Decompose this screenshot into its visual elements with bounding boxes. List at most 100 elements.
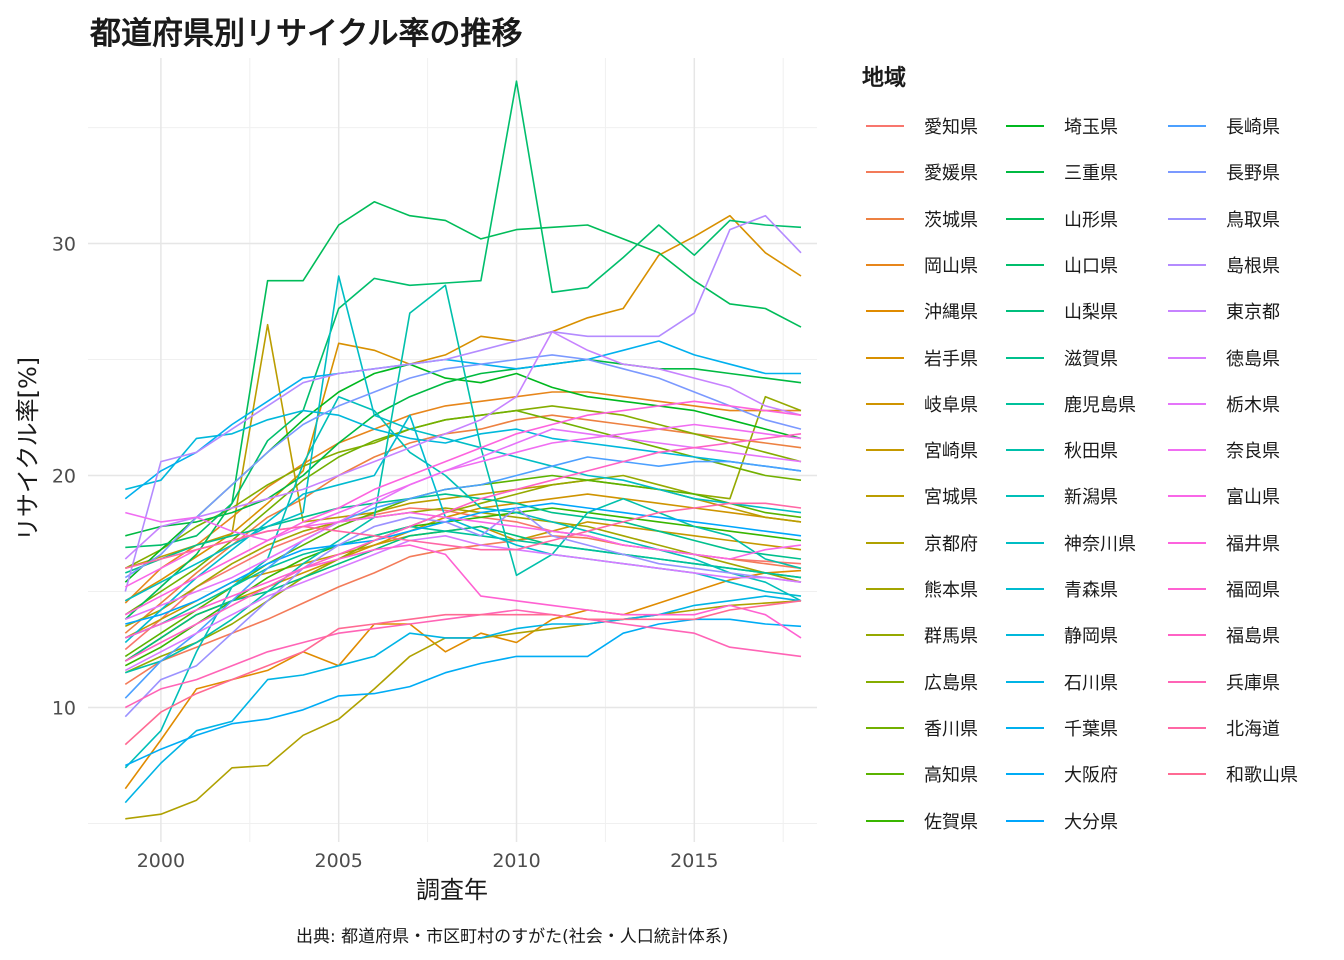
legend-key [1006, 402, 1044, 405]
legend-key [1168, 263, 1206, 266]
legend-key [866, 819, 904, 822]
series-line-35 [124, 214, 802, 592]
legend-key [866, 402, 904, 405]
tick-layer: 2000 2005 2010 2015 10 20 30 [52, 234, 719, 872]
legend-label: 石川県 [1064, 672, 1118, 694]
legend-label: 高知県 [924, 765, 978, 787]
legend-item: 岐阜県 [862, 381, 1022, 427]
grid-layer [88, 58, 817, 842]
legend-key [1168, 449, 1206, 452]
legend-label: 神奈川県 [1064, 533, 1136, 555]
legend-key [1168, 310, 1206, 313]
legend-item: 兵庫県 [1164, 659, 1324, 705]
legend-key [1168, 171, 1206, 174]
legend-label: 福井県 [1226, 533, 1280, 555]
legend-item: 京都府 [862, 520, 1022, 566]
legend-item: 島根県 [1164, 242, 1324, 288]
series-line-31 [125, 502, 802, 625]
series-line-46 [124, 600, 802, 746]
legend-label: 鳥取県 [1226, 209, 1280, 231]
legend-item: 山梨県 [1002, 288, 1162, 334]
legend-key [866, 680, 904, 683]
legend-item: 鳥取県 [1164, 196, 1324, 242]
legend-label: 熊本県 [924, 580, 978, 601]
legend-label: 山形県 [1064, 209, 1118, 231]
legend-key [866, 263, 904, 266]
legend-item: 大分県 [1002, 798, 1162, 844]
series-line-24 [124, 395, 802, 769]
x-tick-label: 2005 [315, 850, 363, 872]
legend-item: 香川県 [862, 705, 1022, 751]
legend-label: 新潟県 [1064, 487, 1118, 509]
legend-item: 滋賀県 [1002, 335, 1162, 381]
legend-item: 千葉県 [1002, 705, 1162, 751]
series-line-25 [124, 275, 802, 602]
series-line-45 [125, 502, 802, 570]
legend-key [1006, 449, 1044, 452]
legend-item: 奈良県 [1164, 427, 1324, 473]
legend-label: 岩手県 [924, 348, 978, 370]
legend-item: 北海道 [1164, 705, 1324, 751]
legend-label: 愛知県 [924, 117, 978, 138]
legend-label: 東京都 [1226, 302, 1280, 324]
series-line-41 [124, 400, 802, 616]
series-line-37 [124, 534, 802, 672]
series-line-39 [125, 423, 802, 542]
series-line-5 [124, 214, 802, 602]
legend-key [1168, 356, 1206, 359]
y-axis-title: リサイクル率[%] [14, 357, 42, 541]
series-line-14 [124, 474, 802, 658]
legend-item: 広島県 [862, 659, 1022, 705]
series-line-30 [124, 618, 802, 767]
legend-item: 富山県 [1164, 473, 1324, 519]
legend-label: 広島県 [924, 672, 978, 694]
legend-key [866, 171, 904, 174]
legend-item: 岡山県 [862, 242, 1022, 288]
series-line-17 [125, 358, 802, 537]
legend-item: 茨城県 [862, 196, 1022, 242]
legend-key [866, 588, 904, 590]
legend-item: 山形県 [1002, 196, 1162, 242]
series-line-38 [125, 428, 802, 621]
legend-item: 静岡県 [1002, 612, 1162, 658]
legend-label: 福島県 [1226, 626, 1280, 648]
legend-key [1006, 495, 1044, 498]
legend-key [1168, 125, 1206, 127]
legend-label: 青森県 [1064, 580, 1118, 601]
legend-label: 佐賀県 [924, 811, 978, 833]
legend-item: 埼玉県 [1002, 103, 1162, 149]
series-line-33 [124, 354, 802, 579]
legend: 地域 愛知県 愛媛県 茨城県 岡山県 沖縄県 岩手県 岐阜県 宮崎県 宮城県 京都府 熊本県 群馬県広… [862, 58, 1332, 848]
legend-label: 千葉県 [1064, 718, 1118, 740]
legend-label: 栃木県 [1226, 394, 1280, 416]
legend-label: 群馬県 [924, 626, 978, 648]
legend-label: 奈良県 [1226, 441, 1280, 463]
legend-label: 岐阜県 [924, 394, 978, 416]
legend-key [1006, 773, 1044, 776]
legend-key [1006, 541, 1044, 544]
plot-area: 2000 2005 2010 2015 10 20 30 調査年 リサイクル率[%] [14, 58, 817, 904]
legend-label: 滋賀県 [1064, 348, 1118, 370]
legend-label: 鹿児島県 [1064, 394, 1136, 416]
legend-item: 群馬県 [862, 612, 1022, 658]
legend-item: 石川県 [1002, 659, 1162, 705]
legend-key [1168, 495, 1206, 498]
legend-item: 長野県 [1164, 149, 1324, 195]
legend-key [866, 449, 904, 452]
legend-item: 新潟県 [1002, 473, 1162, 519]
legend-key [866, 726, 904, 729]
legend-key [1006, 726, 1044, 729]
legend-item: 三重県 [1002, 149, 1162, 195]
legend-key [1168, 773, 1206, 776]
legend-key [1006, 310, 1044, 313]
series-line-22 [125, 525, 802, 639]
legend-label: 大阪府 [1064, 765, 1118, 787]
x-axis-title: 調査年 [416, 876, 488, 904]
legend-key [1006, 263, 1044, 266]
legend-label: 宮崎県 [924, 441, 978, 463]
chart-caption: 出典: 都道府県・市区町村のすがた(社会・人口統計体系) [296, 927, 729, 947]
y-tick-label: 10 [52, 697, 76, 719]
legend-label: 長崎県 [1226, 117, 1280, 138]
legend-item: 沖縄県 [862, 288, 1022, 334]
legend-key [1006, 634, 1044, 637]
